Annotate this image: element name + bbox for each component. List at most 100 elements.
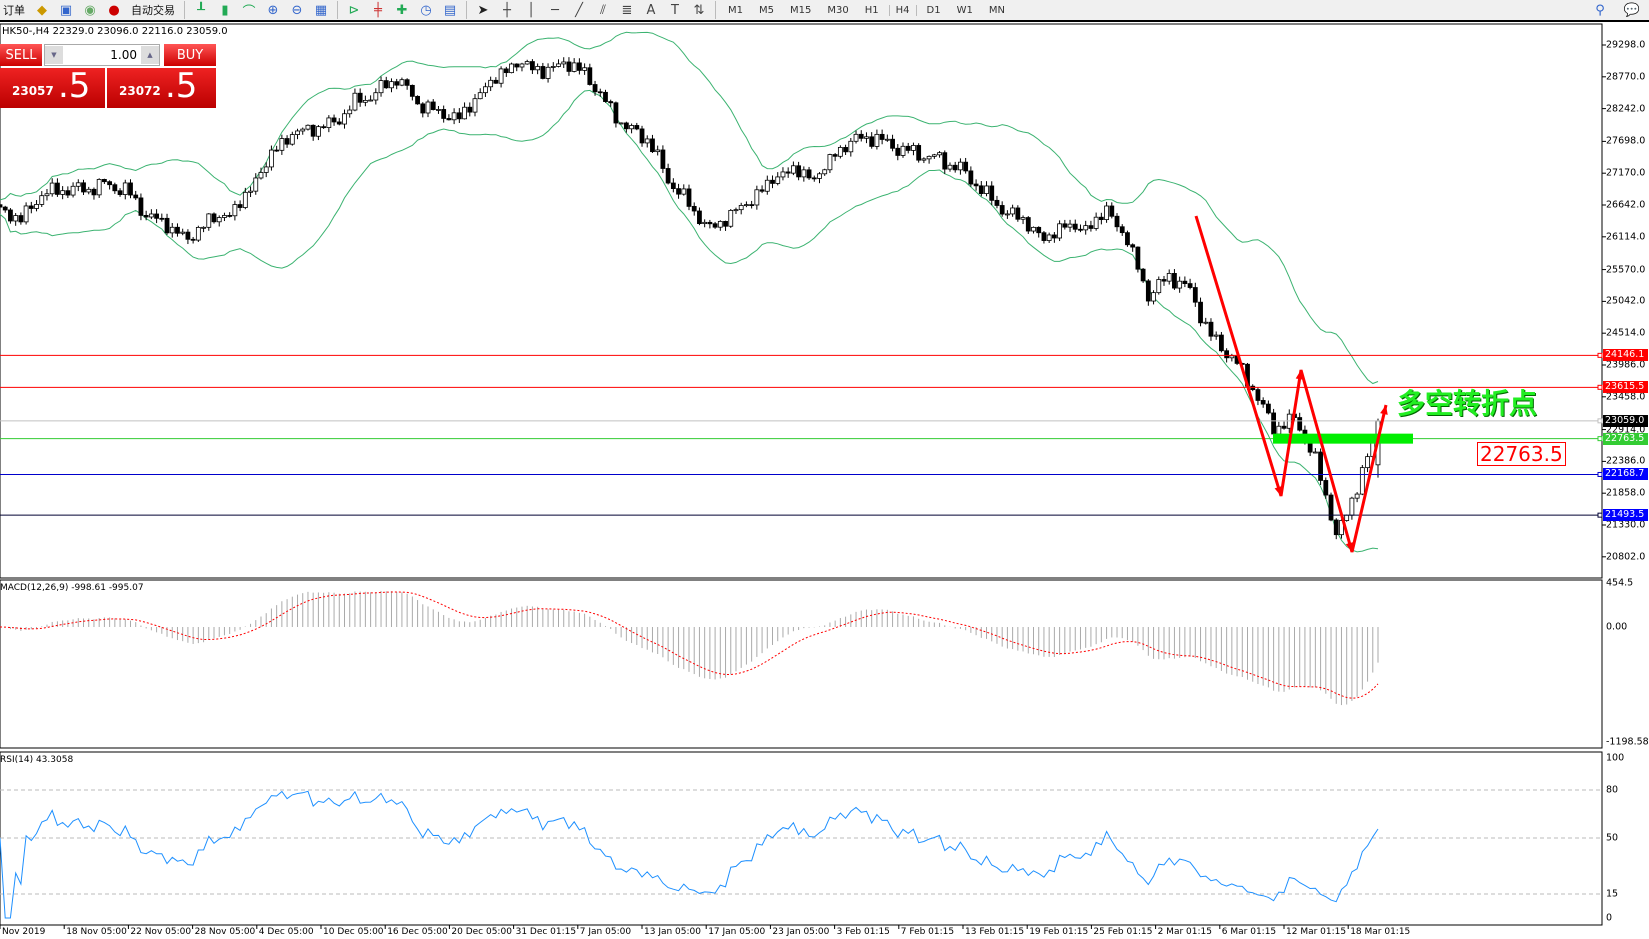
lot-stepper[interactable]: ▼ 1.00 ▲ xyxy=(44,44,160,66)
sell-price[interactable]: 23057 .5 xyxy=(0,66,105,108)
timeframe-w1[interactable]: W1 xyxy=(956,4,973,16)
timeframe-d1[interactable]: D1 xyxy=(926,4,941,16)
level-handle xyxy=(1597,471,1603,477)
line-chart-icon[interactable]: ⌒ xyxy=(242,4,256,20)
text-icon[interactable]: A xyxy=(646,2,656,18)
vertical-line-icon[interactable]: │ xyxy=(527,2,535,18)
candle-body xyxy=(994,199,1000,206)
candle-chart-icon[interactable]: ▮ xyxy=(221,2,229,18)
candle-body xyxy=(258,172,264,179)
timeframe-mn[interactable]: MN xyxy=(988,4,1005,16)
zoom-out-icon[interactable]: ⊖ xyxy=(291,2,303,18)
auto-trading-icon[interactable]: ● xyxy=(108,2,120,18)
candle-body xyxy=(164,217,170,234)
candle-body xyxy=(1057,223,1062,239)
template-icon[interactable]: ▤ xyxy=(443,2,457,18)
candle-body xyxy=(1182,280,1188,284)
level-price-tag: 23059.0 xyxy=(1603,414,1648,427)
candle-body xyxy=(1140,268,1146,282)
candle-body xyxy=(201,226,206,229)
equidistant-channel-icon[interactable]: ⫽ xyxy=(600,2,606,18)
candle-body xyxy=(1172,273,1177,289)
candle-body xyxy=(733,209,739,212)
candle-body xyxy=(1067,223,1073,228)
timeframe-m30[interactable]: M30 xyxy=(827,4,849,16)
candle-body xyxy=(1119,226,1125,234)
candle-body xyxy=(180,231,186,234)
auto-trading-button[interactable]: 自动交易 xyxy=(131,4,175,17)
candle-body xyxy=(477,92,483,100)
macd-axis-label: 454.5 xyxy=(1606,577,1634,589)
candle-body xyxy=(399,79,405,86)
candle-body xyxy=(96,179,102,196)
timeframe-h4[interactable]: H4 xyxy=(888,4,917,16)
level-label-box: 22763.5 xyxy=(1477,442,1566,466)
candle-body xyxy=(968,170,974,185)
candle-body xyxy=(1213,334,1219,337)
crosshair-icon[interactable]: ┼ xyxy=(503,2,511,18)
candle-body xyxy=(347,109,353,115)
candle-body xyxy=(175,226,180,234)
period-clock-icon[interactable]: ◷ xyxy=(420,2,432,18)
candle-body xyxy=(409,84,415,97)
arrows-icon[interactable]: ⇅ xyxy=(693,2,705,18)
candle-body xyxy=(295,130,300,135)
candle-body xyxy=(23,205,29,223)
sell-button[interactable]: SELL xyxy=(0,44,42,66)
tile-icon[interactable]: ▦ xyxy=(314,2,328,18)
candle-body xyxy=(644,138,650,144)
signal-icon[interactable]: ◉ xyxy=(84,2,96,18)
auto-scroll-icon[interactable]: ⊳ xyxy=(348,2,360,18)
candle-body xyxy=(159,217,165,220)
search-icon[interactable]: ⚲ xyxy=(1595,2,1605,18)
fibonacci-icon[interactable]: ≣ xyxy=(621,2,633,18)
people-icon[interactable]: ▣ xyxy=(59,2,73,18)
time-axis-label: 6 Mar 01:15 xyxy=(1221,927,1277,937)
candle-body xyxy=(545,66,551,79)
horizontal-line-icon[interactable]: ─ xyxy=(551,2,559,18)
candle-body xyxy=(383,80,389,89)
lot-input[interactable]: 1.00 xyxy=(110,48,137,62)
level-handle xyxy=(1597,352,1603,358)
price-axis-label: 29298.0 xyxy=(1606,39,1646,51)
candle-body xyxy=(1104,205,1109,221)
lot-decrease-icon[interactable]: ▼ xyxy=(45,46,63,64)
buy-button[interactable]: BUY xyxy=(164,44,216,66)
text-label-icon[interactable]: T xyxy=(671,2,679,18)
candle-body xyxy=(488,79,494,88)
timeframe-h1[interactable]: H1 xyxy=(864,4,879,16)
candle-body xyxy=(608,101,614,104)
candle-body xyxy=(1271,412,1277,435)
chart-shift-icon[interactable]: ╪ xyxy=(374,2,382,18)
zoom-in-icon[interactable]: ⊕ xyxy=(267,2,279,18)
candle-body xyxy=(1198,301,1203,324)
cursor-icon[interactable]: ➤ xyxy=(477,2,489,18)
candle-body xyxy=(676,188,681,195)
level-handle xyxy=(1597,436,1603,442)
lot-increase-icon[interactable]: ▲ xyxy=(141,46,159,64)
time-axis-label: 13 Jan 05:00 xyxy=(644,927,701,937)
book-icon[interactable]: ◆ xyxy=(37,2,47,18)
candle-body xyxy=(754,189,760,206)
new-order-button[interactable]: 订单 xyxy=(3,4,25,17)
main-panel-frame xyxy=(0,23,1603,579)
candle-body xyxy=(1359,467,1365,495)
candle-body xyxy=(900,145,906,156)
trendline-icon[interactable]: ╱ xyxy=(575,2,583,18)
candle-body xyxy=(530,61,535,71)
bar-chart-icon[interactable]: ┸ xyxy=(197,2,205,18)
timeframe-m15[interactable]: M15 xyxy=(790,4,812,16)
timeframe-m1[interactable]: M1 xyxy=(728,4,743,16)
time-axis-label: 10 Dec 05:00 xyxy=(323,927,384,937)
timeframe-m5[interactable]: M5 xyxy=(759,4,774,16)
candle-body xyxy=(107,181,113,186)
new-indicator-icon[interactable]: ✚ xyxy=(396,2,408,18)
candle-body xyxy=(211,213,217,223)
candle-body xyxy=(462,106,467,120)
chat-icon[interactable]: 💬 xyxy=(1623,2,1641,18)
buy-price[interactable]: 23072 .5 xyxy=(107,66,216,108)
candle-body xyxy=(1114,215,1120,228)
candle-body xyxy=(1005,213,1010,216)
candle-body xyxy=(1177,280,1183,289)
